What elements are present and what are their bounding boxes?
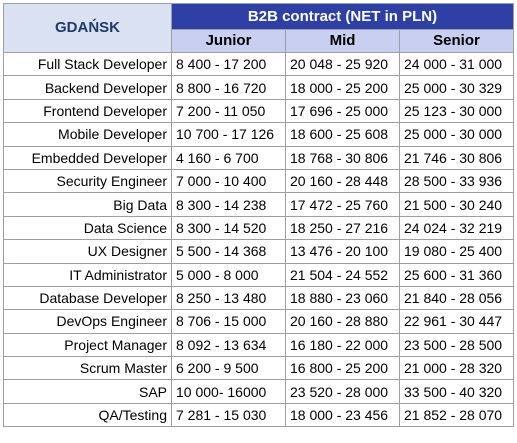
table-row: UX Designer 5 500 - 14 368 13 476 - 20 1… (3, 239, 514, 264)
mid-salary-cell: 16 180 - 22 000 (285, 332, 400, 358)
mid-salary-cell: 18 000 - 25 200 (285, 75, 400, 100)
mid-salary-cell: 16 800 - 25 200 (285, 356, 400, 381)
role-cell: Backend Developer (3, 75, 172, 100)
senior-salary-cell: 25 000 - 30 000 (399, 122, 514, 147)
header-row-contract: GDAŃSK B2B contract (NET in PLN) (3, 3, 514, 53)
senior-salary-cell: 21 000 - 28 320 (399, 356, 514, 381)
role-cell: Scrum Master (3, 356, 172, 381)
senior-salary-cell: 24 024 - 32 219 (399, 215, 514, 241)
junior-salary-cell: 8 706 - 15 000 (171, 309, 286, 334)
role-cell: Security Engineer (3, 168, 172, 194)
table-row: SAP 10 000- 16000 23 520 - 28 000 33 500… (3, 379, 514, 404)
junior-salary-cell: 7 281 - 15 030 (171, 402, 286, 428)
table-row: Scrum Master 6 200 - 9 500 16 800 - 25 2… (3, 356, 514, 381)
table-row: Big Data 8 300 - 14 238 17 472 - 25 760 … (3, 192, 514, 217)
junior-salary-cell: 10 000- 16000 (171, 379, 286, 404)
senior-salary-cell: 23 500 - 28 500 (399, 332, 514, 358)
senior-salary-cell: 28 500 - 33 936 (399, 168, 514, 194)
senior-salary-cell: 19 080 - 25 400 (399, 239, 514, 264)
junior-salary-cell: 8 300 - 14 238 (171, 192, 286, 217)
salary-table-container: GDAŃSK B2B contract (NET in PLN) Junior … (3, 3, 514, 428)
junior-salary-cell: 8 300 - 14 520 (171, 215, 286, 241)
mid-salary-cell: 18 600 - 25 608 (285, 122, 400, 147)
mid-salary-cell: 18 250 - 27 216 (285, 215, 400, 241)
role-cell: DevOps Engineer (3, 309, 172, 334)
senior-salary-cell: 21 500 - 30 240 (399, 192, 514, 217)
senior-salary-cell: 25 123 - 30 000 (399, 98, 514, 124)
table-row: Embedded Developer 4 160 - 6 700 18 768 … (3, 145, 514, 170)
senior-salary-cell: 25 000 - 30 329 (399, 75, 514, 100)
junior-salary-cell: 5 500 - 14 368 (171, 239, 286, 264)
junior-salary-cell: 5 000 - 8 000 (171, 262, 286, 287)
junior-salary-cell: 8 400 - 17 200 (171, 51, 286, 77)
table-row: Project Manager 8 092 - 13 634 16 180 - … (3, 332, 514, 358)
senior-salary-cell: 25 600 - 31 360 (399, 262, 514, 287)
table-row: Database Developer 8 250 - 13 480 18 880… (3, 285, 514, 311)
junior-salary-cell: 8 250 - 13 480 (171, 285, 286, 311)
level-header-junior: Junior (171, 29, 286, 53)
mid-salary-cell: 18 000 - 23 456 (285, 402, 400, 428)
header-row-levels: Junior Mid Senior (4, 29, 514, 53)
table-row: Backend Developer 8 800 - 16 720 18 000 … (3, 75, 514, 100)
role-cell: Mobile Developer (3, 122, 172, 147)
mid-salary-cell: 18 768 - 30 806 (285, 145, 400, 170)
table-row: QA/Testing 7 281 - 15 030 18 000 - 23 45… (3, 402, 514, 428)
table-row: DevOps Engineer 8 706 - 15 000 20 160 - … (3, 309, 514, 334)
table-row: Frontend Developer 7 200 - 11 050 17 696… (3, 98, 514, 124)
role-cell: IT Administrator (3, 262, 172, 287)
senior-salary-cell: 22 961 - 30 447 (399, 309, 514, 334)
mid-salary-cell: 20 160 - 28 880 (285, 309, 400, 334)
role-cell: Big Data (3, 192, 172, 217)
junior-salary-cell: 10 700 - 17 126 (171, 122, 286, 147)
mid-salary-cell: 20 048 - 25 920 (285, 51, 400, 77)
mid-salary-cell: 20 160 - 28 448 (285, 168, 400, 194)
salary-table: GDAŃSK B2B contract (NET in PLN) Junior … (3, 3, 514, 428)
level-header-mid: Mid (285, 29, 400, 53)
senior-salary-cell: 21 840 - 28 056 (399, 285, 514, 311)
city-header: GDAŃSK (3, 3, 172, 53)
junior-salary-cell: 4 160 - 6 700 (171, 145, 286, 170)
junior-salary-cell: 7 200 - 11 050 (171, 98, 286, 124)
table-row: Full Stack Developer 8 400 - 17 200 20 0… (3, 51, 514, 77)
senior-salary-cell: 21 746 - 30 806 (399, 145, 514, 170)
role-cell: UX Designer (3, 239, 172, 264)
role-cell: Embedded Developer (3, 145, 172, 170)
senior-salary-cell: 24 000 - 31 000 (399, 51, 514, 77)
role-cell: Project Manager (3, 332, 172, 358)
senior-salary-cell: 21 852 - 28 070 (399, 402, 514, 428)
role-cell: QA/Testing (3, 402, 172, 428)
role-cell: SAP (3, 379, 172, 404)
contract-type-header: B2B contract (NET in PLN) (171, 3, 514, 30)
senior-salary-cell: 33 500 - 40 320 (399, 379, 514, 404)
junior-salary-cell: 8 800 - 16 720 (171, 75, 286, 100)
mid-salary-cell: 17 472 - 25 760 (285, 192, 400, 217)
junior-salary-cell: 6 200 - 9 500 (171, 356, 286, 381)
role-cell: Data Science (3, 215, 172, 241)
mid-salary-cell: 18 880 - 23 060 (285, 285, 400, 311)
table-row: Data Science 8 300 - 14 520 18 250 - 27 … (3, 215, 514, 241)
level-header-senior: Senior (399, 29, 514, 53)
role-cell: Database Developer (3, 285, 172, 311)
table-row: Mobile Developer 10 700 - 17 126 18 600 … (3, 122, 514, 147)
role-cell: Full Stack Developer (3, 51, 172, 77)
table-row: IT Administrator 5 000 - 8 000 21 504 - … (3, 262, 514, 287)
mid-salary-cell: 23 520 - 28 000 (285, 379, 400, 404)
junior-salary-cell: 7 000 - 10 400 (171, 168, 286, 194)
role-cell: Frontend Developer (3, 98, 172, 124)
junior-salary-cell: 8 092 - 13 634 (171, 332, 286, 358)
mid-salary-cell: 21 504 - 24 552 (285, 262, 400, 287)
mid-salary-cell: 13 476 - 20 100 (285, 239, 400, 264)
table-row: Security Engineer 7 000 - 10 400 20 160 … (3, 168, 514, 194)
mid-salary-cell: 17 696 - 25 000 (285, 98, 400, 124)
